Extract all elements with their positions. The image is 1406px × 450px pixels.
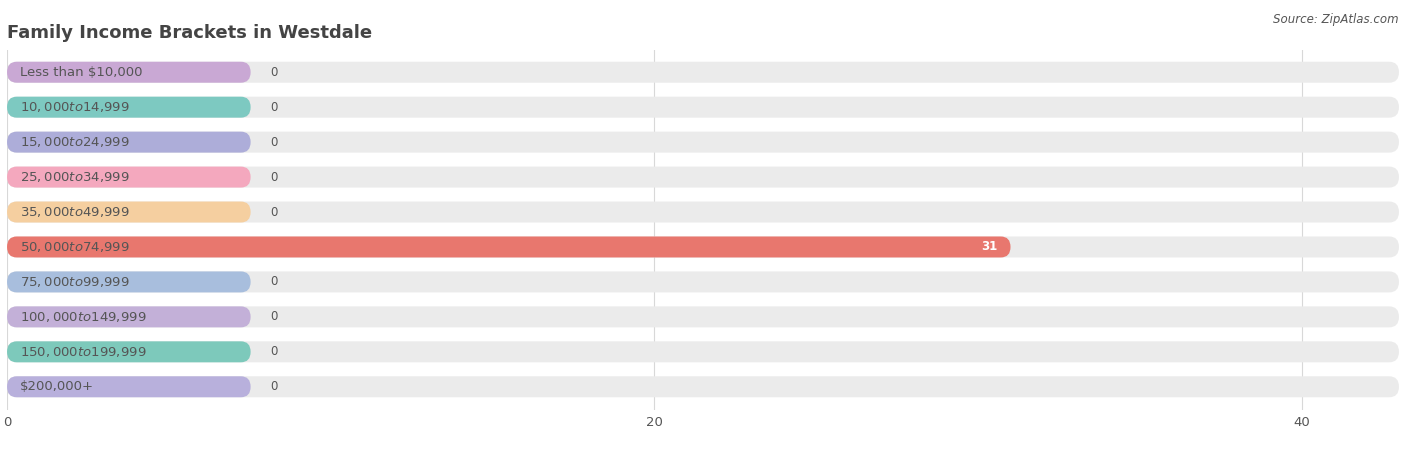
FancyBboxPatch shape [7,342,250,362]
Text: $200,000+: $200,000+ [20,380,94,393]
Text: Less than $10,000: Less than $10,000 [20,66,142,79]
FancyBboxPatch shape [7,376,250,397]
Text: 0: 0 [270,380,277,393]
Text: $10,000 to $14,999: $10,000 to $14,999 [20,100,129,114]
Text: 0: 0 [270,275,277,288]
Text: Family Income Brackets in Westdale: Family Income Brackets in Westdale [7,24,373,42]
FancyBboxPatch shape [7,306,1399,327]
Text: $35,000 to $49,999: $35,000 to $49,999 [20,205,129,219]
Text: $100,000 to $149,999: $100,000 to $149,999 [20,310,146,324]
FancyBboxPatch shape [7,342,1399,362]
FancyBboxPatch shape [7,62,250,83]
FancyBboxPatch shape [7,97,1399,117]
FancyBboxPatch shape [7,271,250,292]
FancyBboxPatch shape [7,271,1399,292]
Text: $150,000 to $199,999: $150,000 to $199,999 [20,345,146,359]
FancyBboxPatch shape [7,132,1399,153]
Text: 31: 31 [981,240,998,253]
Text: $15,000 to $24,999: $15,000 to $24,999 [20,135,129,149]
FancyBboxPatch shape [7,132,250,153]
FancyBboxPatch shape [7,237,1399,257]
FancyBboxPatch shape [7,166,250,188]
Text: $50,000 to $74,999: $50,000 to $74,999 [20,240,129,254]
Text: $75,000 to $99,999: $75,000 to $99,999 [20,275,129,289]
Text: 0: 0 [270,310,277,324]
FancyBboxPatch shape [7,202,1399,222]
Text: 0: 0 [270,101,277,114]
FancyBboxPatch shape [7,97,250,117]
FancyBboxPatch shape [7,237,1011,257]
Text: $25,000 to $34,999: $25,000 to $34,999 [20,170,129,184]
FancyBboxPatch shape [7,166,1399,188]
Text: 0: 0 [270,345,277,358]
Text: 0: 0 [270,171,277,184]
FancyBboxPatch shape [7,306,250,327]
Text: 0: 0 [270,135,277,148]
FancyBboxPatch shape [7,202,250,222]
FancyBboxPatch shape [7,62,1399,83]
Text: Source: ZipAtlas.com: Source: ZipAtlas.com [1274,14,1399,27]
Text: 0: 0 [270,206,277,219]
Text: 0: 0 [270,66,277,79]
FancyBboxPatch shape [7,376,1399,397]
